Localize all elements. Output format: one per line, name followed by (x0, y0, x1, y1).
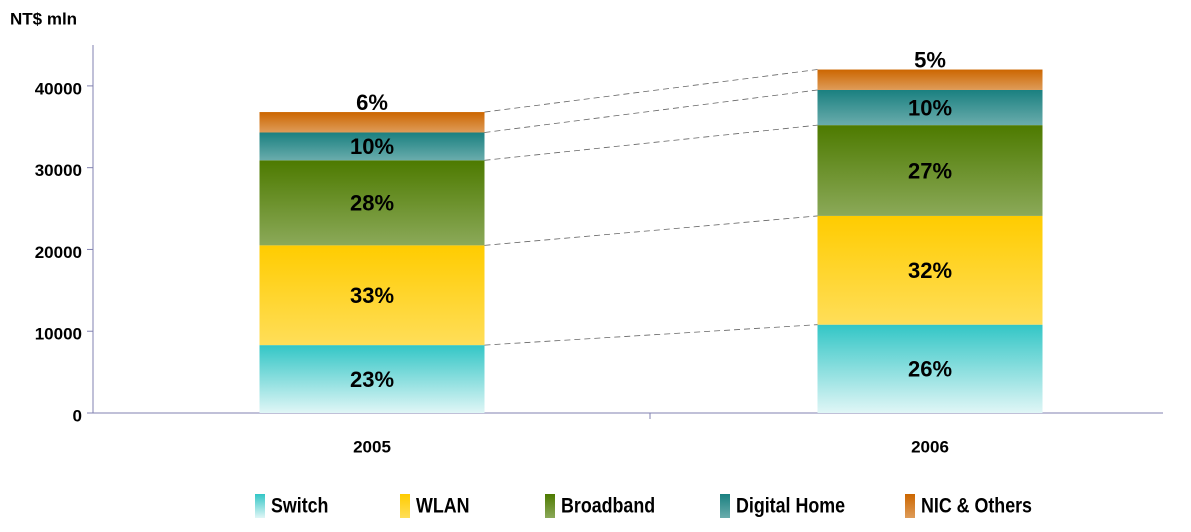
legend-swatch (905, 494, 915, 518)
bar-segment (817, 324, 1043, 413)
y-tick-label: 30000 (35, 161, 82, 180)
share-label: 27% (908, 158, 952, 183)
share-label: 23% (350, 367, 394, 392)
legend-label: WLAN (416, 494, 469, 518)
bar-segment (817, 215, 1043, 325)
share-label: 6% (356, 90, 388, 115)
y-tick-label: 10000 (35, 325, 82, 344)
y-tick-label: 0 (73, 406, 82, 425)
legend-swatch (720, 494, 730, 518)
share-label: 10% (908, 95, 952, 120)
x-tick-label: 2006 (911, 437, 949, 456)
legend-label: NIC & Others (921, 494, 1032, 518)
share-label: 28% (350, 191, 394, 216)
connector (484, 324, 818, 346)
share-label: 26% (908, 357, 952, 382)
y-axis-title: NT$ mln (10, 9, 77, 28)
bar-segment (259, 345, 485, 413)
share-label: 33% (350, 283, 394, 308)
connector (484, 69, 818, 113)
share-label: 32% (908, 258, 952, 283)
legend-swatch (255, 494, 265, 518)
bar-segment (259, 132, 485, 161)
x-tick-label: 2005 (353, 437, 391, 456)
connector (484, 215, 818, 246)
share-label: 5% (914, 47, 946, 72)
legend-label: Broadband (561, 494, 655, 518)
legend-swatch (545, 494, 555, 518)
connector (484, 89, 818, 133)
y-tick-label: 40000 (35, 79, 82, 98)
bar-segment (817, 69, 1043, 90)
legend-swatch (400, 494, 410, 518)
y-tick-label: 20000 (35, 243, 82, 262)
share-label: 10% (350, 134, 394, 159)
bar-segment (259, 160, 485, 246)
bar-segment (259, 245, 485, 346)
connector (484, 124, 818, 161)
bar-segment (817, 125, 1043, 216)
bar-segment (259, 112, 485, 133)
legend-label: Switch (271, 494, 328, 518)
bar-segment (817, 89, 1043, 126)
legend-label: Digital Home (736, 494, 845, 518)
